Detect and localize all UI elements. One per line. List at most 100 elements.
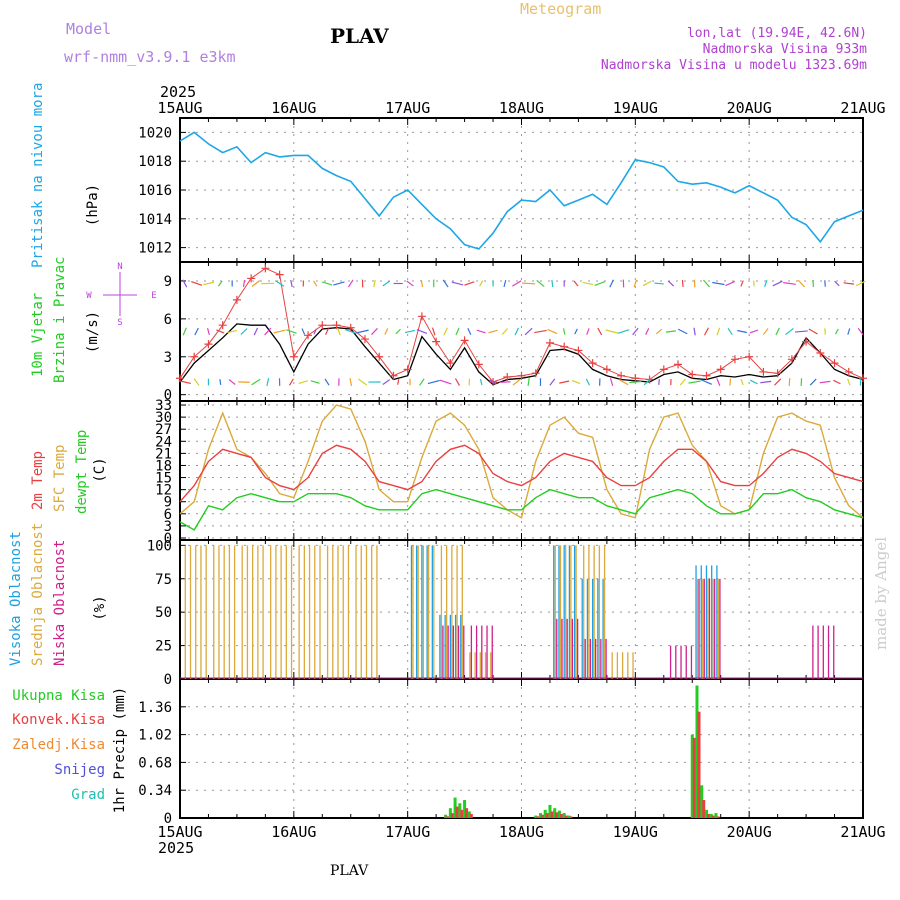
wind-arrow <box>298 380 309 385</box>
legend-total: Ukupna Kisa <box>12 688 105 704</box>
wind-arrow <box>740 378 744 386</box>
wind-arrow <box>834 280 840 287</box>
wind-arrow <box>337 327 341 336</box>
panel-frame-wind <box>179 261 864 402</box>
wind-gust-marker <box>787 355 796 364</box>
sfc-label: SFC Temp <box>52 445 68 512</box>
precip-unit: 1hr Precip (mm) <box>112 687 128 813</box>
day-label-bottom: 16AUG <box>271 823 316 841</box>
y-tick-label: 24 <box>155 434 172 450</box>
wind-arrow <box>219 379 222 385</box>
wind-arrow <box>289 378 294 386</box>
wind-arrow <box>847 328 851 335</box>
wind-arrow <box>182 279 188 288</box>
total-precip-bar <box>453 797 457 818</box>
wind-gust-marker <box>304 331 313 340</box>
wind-arrow <box>727 327 733 336</box>
y-tick-label: 0.34 <box>138 783 172 799</box>
wind-arrow <box>349 378 353 387</box>
conv-precip-bar <box>460 809 464 818</box>
wind-arrow <box>702 279 710 288</box>
wind-gust-marker <box>446 359 455 368</box>
total-precip-bar <box>567 815 571 818</box>
total-precip-bar <box>562 813 566 818</box>
wind-arrow <box>384 328 389 335</box>
wind-arrow <box>228 379 236 385</box>
meteogram-title: Meteogram <box>520 0 601 18</box>
wind-arrow <box>571 380 581 385</box>
wind-arrow <box>740 280 744 287</box>
conv-precip-bar <box>706 813 710 818</box>
model-elevation: Nadmorska Visina u modelu 1323.69m <box>601 58 867 73</box>
wind-gust-marker <box>802 337 811 346</box>
wind-gust-marker <box>773 369 782 378</box>
wind-gust-marker <box>218 321 227 330</box>
wind-unit: (m/s) <box>85 311 101 353</box>
wind-arrow <box>703 327 709 336</box>
total-precip-bar <box>690 734 694 818</box>
wind-arrow <box>182 327 187 336</box>
wind-gust-marker <box>318 321 327 330</box>
wind-arrow <box>629 380 642 384</box>
temp-unit: (C) <box>92 457 108 482</box>
panel-frame-precip <box>179 678 864 819</box>
wind-arrow <box>534 329 547 334</box>
y-tick-label: 1016 <box>138 183 172 199</box>
wind-arrow <box>645 328 650 335</box>
wind-gust-marker <box>403 365 412 374</box>
wind-arrow <box>688 380 701 384</box>
wind-arrow <box>762 328 769 335</box>
wind-arrow <box>654 282 664 285</box>
wind-arrow <box>693 327 696 336</box>
conv-precip-bar <box>697 711 701 818</box>
wind-arrow <box>512 378 521 386</box>
day-label-top: 20AUG <box>727 99 772 117</box>
conv-precip-bar <box>545 813 549 818</box>
wind-gust-marker <box>716 365 725 374</box>
day-label-bottom: 18AUG <box>499 823 544 841</box>
model-name: wrf-nmm_v3.9.1 e3km <box>64 48 236 66</box>
legend-snow: Snijeg <box>54 762 105 778</box>
wind-gust-marker <box>503 372 512 381</box>
wind-arrow <box>395 328 401 335</box>
wind-arrow <box>681 279 684 288</box>
wind-arrow <box>442 279 449 288</box>
total-precip-bar <box>538 813 542 818</box>
wind-arrow <box>586 328 590 335</box>
wind-arrow <box>454 378 461 386</box>
wind-arrow <box>193 378 200 386</box>
wind-arrow <box>264 327 272 336</box>
wind-arrow <box>843 282 855 285</box>
day-label-bottom: 17AUG <box>385 823 430 841</box>
wind-arrow <box>809 378 817 386</box>
wind-arrow <box>419 378 425 386</box>
wind-arrow <box>618 378 629 386</box>
wind-arrow <box>857 327 864 336</box>
credit: made by Angel <box>872 537 890 650</box>
wind-arrow <box>667 280 675 287</box>
day-label-top: 16AUG <box>271 99 316 117</box>
y-tick-label: 30 <box>155 410 172 426</box>
wind-arrow <box>501 328 509 335</box>
wind-gust-marker <box>389 371 398 380</box>
wind-arrow <box>313 328 317 335</box>
y-tick-label: 75 <box>155 572 172 588</box>
conv-precip-bar <box>536 816 540 818</box>
wind-arrow <box>512 280 522 287</box>
wind-arrow <box>253 327 259 336</box>
wind-arrow <box>286 329 297 334</box>
y-tick-label: 100 <box>147 538 172 554</box>
mid-cloud-label: Srednja Oblacnost <box>30 523 46 666</box>
legend-conv: Konvek.Kisa <box>12 712 105 728</box>
wind-arrow <box>240 328 248 335</box>
wind-arrow <box>313 280 318 287</box>
wind-arrow <box>451 281 464 286</box>
conv-precip-bar <box>555 812 559 818</box>
y-tick-label: 1.36 <box>138 700 172 716</box>
plot-layer: 1012101410161018102003690369121518212427… <box>138 99 885 841</box>
conv-precip-bar <box>550 811 554 818</box>
wind-arrow <box>358 378 368 386</box>
wind-arrow <box>819 380 831 384</box>
wind-arrow <box>855 280 866 287</box>
